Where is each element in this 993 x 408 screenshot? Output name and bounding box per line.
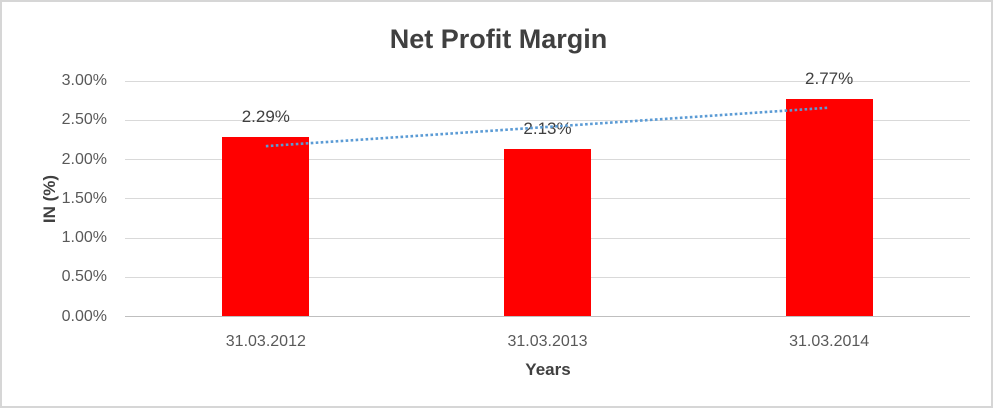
data-label: 2.29% xyxy=(241,106,290,126)
x-tick-label: 31.03.2013 xyxy=(507,333,588,350)
gridline xyxy=(125,80,970,82)
y-tick-label: 1.00% xyxy=(61,229,107,246)
x-axis-line xyxy=(125,316,970,317)
bar-31.03.2012 xyxy=(222,136,310,317)
bar-31.03.2013 xyxy=(504,149,591,317)
y-tick-label: 3.00% xyxy=(61,72,107,89)
y-tick-label: 1.50% xyxy=(61,189,107,207)
x-axis-title: Years xyxy=(525,360,571,379)
y-tick-label: 2.50% xyxy=(61,111,107,129)
y-tick-label: 2.00% xyxy=(61,150,107,168)
bar-31.03.2014 xyxy=(785,99,873,317)
chart-title: Net Profit Margin xyxy=(389,24,608,54)
data-label: 2.13% xyxy=(523,119,572,139)
y-tick-label: 0.00% xyxy=(61,307,107,325)
y-tick-label: 0.50% xyxy=(61,268,107,286)
x-tick-label: 31.03.2012 xyxy=(225,333,306,350)
data-label: 2.77% xyxy=(805,69,854,89)
x-tick-label: 31.03.2014 xyxy=(789,333,870,350)
